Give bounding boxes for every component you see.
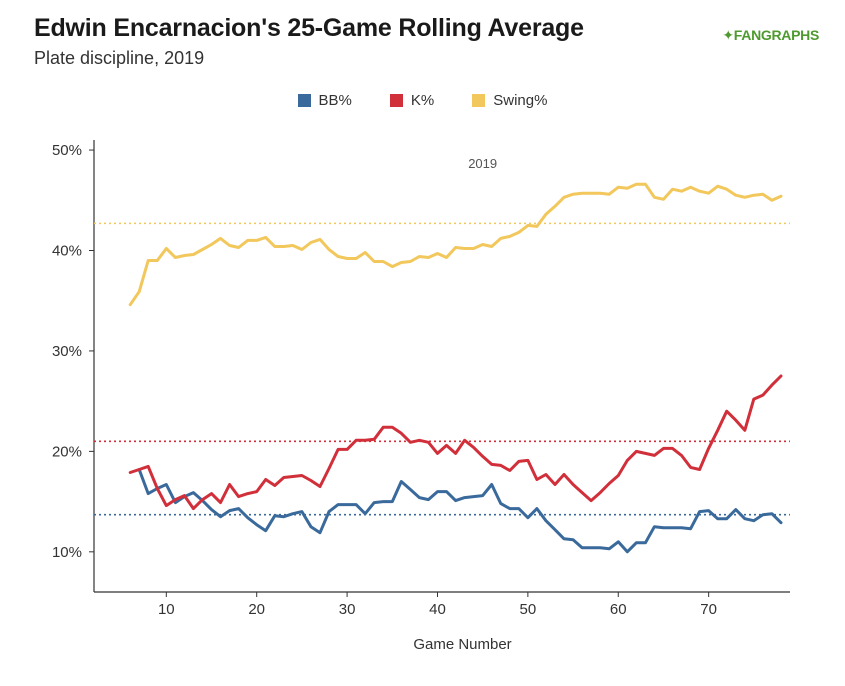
legend-item-swing: Swing% bbox=[472, 92, 547, 109]
panel-label: 2019 bbox=[468, 156, 497, 171]
logo-mark-icon: ✦ bbox=[722, 27, 734, 43]
y-tick-label: 30% bbox=[52, 343, 82, 360]
y-tick-label: 50% bbox=[52, 142, 82, 159]
logo-text-part1: FAN bbox=[733, 27, 761, 43]
chart-title: Edwin Encarnacion's 25-Game Rolling Aver… bbox=[34, 14, 584, 42]
x-tick-label: 60 bbox=[610, 601, 627, 618]
legend-item-bb: BB% bbox=[297, 92, 352, 109]
series-line-k bbox=[128, 374, 783, 511]
legend-item-k: K% bbox=[389, 92, 435, 109]
x-axis-label: Game Number bbox=[413, 636, 512, 653]
chart-legend: BB% K% Swing% bbox=[0, 92, 845, 109]
x-tick-label: 30 bbox=[339, 601, 356, 618]
legend-swatch-k bbox=[389, 94, 403, 107]
y-tick-label: 20% bbox=[52, 443, 82, 460]
legend-label-bb: BB% bbox=[318, 92, 352, 109]
chart-subtitle: Plate discipline, 2019 bbox=[34, 48, 205, 68]
fangraphs-logo: ✦FANGRAPHS bbox=[722, 27, 819, 44]
x-tick-label: 20 bbox=[248, 601, 265, 618]
series-line-swing bbox=[128, 182, 783, 307]
x-tick-label: 10 bbox=[158, 601, 175, 618]
y-tick-label: 40% bbox=[52, 242, 82, 259]
legend-label-swing: Swing% bbox=[493, 92, 548, 109]
legend-swatch-bb bbox=[297, 94, 311, 107]
logo-text-part2: GRAPHS bbox=[760, 27, 819, 43]
legend-label-k: K% bbox=[410, 92, 435, 109]
x-tick-label: 70 bbox=[700, 601, 717, 618]
series-line-bb bbox=[137, 468, 783, 554]
legend-swatch-swing bbox=[472, 94, 486, 107]
y-tick-label: 10% bbox=[52, 544, 82, 561]
x-tick-label: 40 bbox=[429, 601, 446, 618]
x-tick-label: 50 bbox=[520, 601, 537, 618]
